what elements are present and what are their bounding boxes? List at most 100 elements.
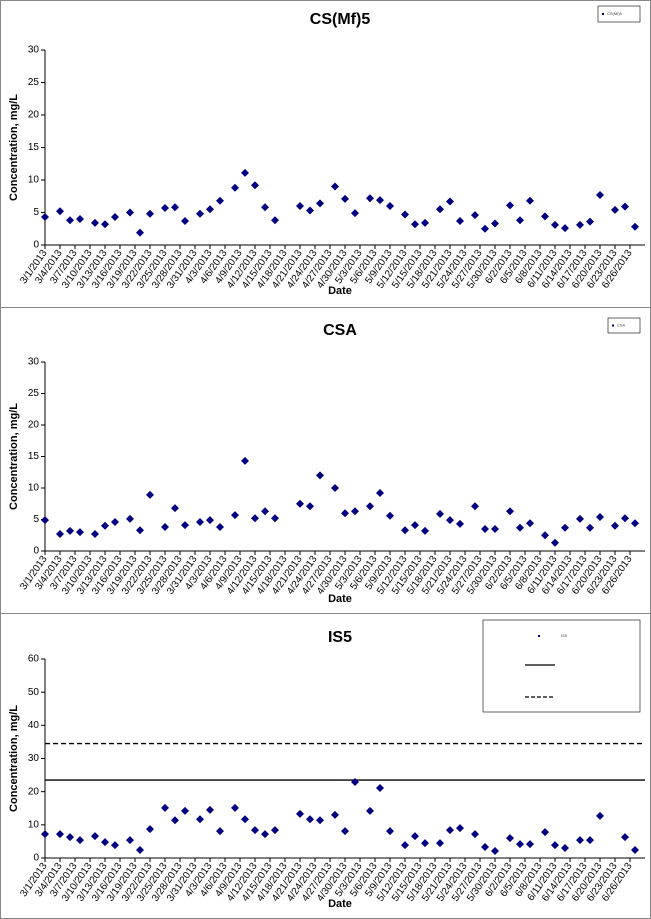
- legend-marker: [612, 324, 614, 327]
- data-point: [126, 208, 134, 217]
- y-tick-label: 10: [28, 483, 40, 494]
- data-point: [411, 521, 419, 530]
- data-point: [376, 784, 384, 793]
- data-point: [621, 514, 629, 523]
- data-point: [411, 832, 419, 841]
- data-point: [41, 213, 49, 222]
- data-point: [631, 519, 639, 528]
- data-point: [296, 499, 304, 508]
- x-axis-title: Date: [328, 285, 352, 297]
- data-point: [196, 209, 204, 218]
- data-point: [126, 836, 134, 845]
- data-point: [401, 841, 409, 850]
- data-point: [481, 224, 489, 233]
- data-point: [506, 834, 514, 843]
- data-point: [241, 168, 249, 177]
- data-point: [541, 531, 549, 540]
- data-point: [576, 220, 584, 229]
- data-point: [316, 471, 324, 480]
- data-point: [101, 838, 109, 847]
- data-point: [621, 202, 629, 211]
- data-point: [331, 810, 339, 819]
- data-point: [446, 826, 454, 835]
- data-point: [446, 516, 454, 525]
- data-point: [561, 523, 569, 532]
- y-tick-label: 5: [33, 207, 39, 218]
- data-point: [306, 206, 314, 215]
- data-point: [586, 836, 594, 845]
- data-point: [146, 490, 154, 499]
- data-point: [306, 502, 314, 511]
- data-point: [136, 526, 144, 535]
- data-point: [436, 509, 444, 518]
- data-point: [471, 830, 479, 839]
- data-point: [331, 182, 339, 191]
- data-point: [331, 484, 339, 492]
- data-point: [401, 210, 409, 219]
- data-point: [586, 523, 594, 532]
- data-point: [316, 816, 324, 825]
- data-point: [411, 220, 419, 229]
- legend-label: IS5: [561, 633, 568, 638]
- data-point: [231, 803, 239, 812]
- data-point: [421, 839, 429, 848]
- data-point: [161, 203, 169, 212]
- data-point: [66, 216, 74, 225]
- data-point: [76, 215, 84, 223]
- data-point: [456, 216, 464, 225]
- y-tick-label: 10: [28, 819, 40, 830]
- data-point: [251, 514, 259, 523]
- data-point: [516, 840, 524, 849]
- data-point: [41, 830, 49, 839]
- data-point: [491, 847, 499, 856]
- data-point: [251, 826, 259, 835]
- y-tick-label: 15: [28, 451, 40, 462]
- data-point: [526, 196, 534, 205]
- data-point: [471, 211, 479, 220]
- data-point: [181, 521, 189, 530]
- data-point: [261, 830, 269, 839]
- data-point: [586, 217, 594, 226]
- data-point: [576, 514, 584, 523]
- data-point: [541, 212, 549, 221]
- data-point: [101, 220, 109, 229]
- data-point: [241, 456, 249, 465]
- data-point: [216, 523, 224, 532]
- y-tick-label: 0: [33, 240, 39, 251]
- y-tick-label: 30: [28, 753, 40, 764]
- y-tick-label: 40: [28, 720, 40, 731]
- data-point: [66, 526, 74, 535]
- data-point: [421, 526, 429, 535]
- data-point: [146, 209, 154, 218]
- x-axis-title: Date: [328, 898, 352, 910]
- data-point: [261, 203, 269, 212]
- data-point: [436, 205, 444, 214]
- data-point: [91, 218, 99, 227]
- data-point: [41, 516, 49, 525]
- legend-box: [597, 5, 641, 23]
- data-point: [126, 514, 134, 523]
- y-tick-label: 0: [33, 546, 39, 557]
- y-tick-label: 5: [33, 514, 39, 525]
- data-point: [366, 502, 374, 511]
- data-point: [181, 806, 189, 815]
- data-point: [376, 489, 384, 498]
- data-point: [561, 224, 569, 233]
- data-point: [171, 504, 179, 513]
- data-point: [491, 524, 499, 533]
- y-tick-label: 15: [28, 142, 40, 153]
- data-point: [386, 511, 394, 520]
- chart-title: CSA: [323, 322, 357, 339]
- data-point: [551, 220, 559, 229]
- data-point: [56, 529, 64, 538]
- data-point: [111, 518, 119, 527]
- data-point: [271, 514, 279, 523]
- data-point: [91, 832, 99, 841]
- data-point: [296, 202, 304, 210]
- data-point: [456, 824, 464, 833]
- chart-title: CS(Mf)5: [310, 11, 371, 28]
- data-point: [516, 216, 524, 225]
- y-axis-title: Concentration, mg/L: [8, 705, 20, 812]
- data-point: [231, 511, 239, 520]
